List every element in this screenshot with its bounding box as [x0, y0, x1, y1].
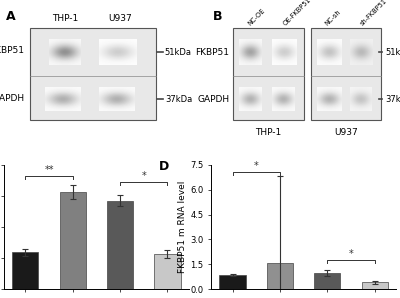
Text: *: * — [142, 171, 146, 181]
Bar — [107, 201, 133, 289]
Text: 51kDa: 51kDa — [165, 48, 192, 57]
FancyBboxPatch shape — [233, 28, 304, 120]
Bar — [220, 275, 246, 289]
FancyBboxPatch shape — [311, 28, 381, 120]
Text: NC-sh: NC-sh — [324, 9, 342, 27]
Text: GAPDH: GAPDH — [0, 94, 24, 103]
Text: FKBP51: FKBP51 — [0, 46, 24, 55]
Text: A: A — [6, 10, 16, 23]
Text: U937: U937 — [108, 14, 132, 23]
Text: B: B — [213, 10, 222, 23]
Text: 51kDa: 51kDa — [385, 48, 400, 57]
Text: U937: U937 — [334, 128, 358, 137]
Text: *: * — [348, 249, 353, 260]
Y-axis label: FKBP51 m RNA level: FKBP51 m RNA level — [178, 181, 188, 273]
Text: FKBP51: FKBP51 — [196, 48, 230, 57]
Text: OE-FKBP51: OE-FKBP51 — [282, 0, 312, 27]
Text: sh-FKBP51: sh-FKBP51 — [359, 0, 388, 27]
Bar — [314, 273, 340, 289]
Text: D: D — [159, 160, 170, 173]
FancyBboxPatch shape — [30, 28, 156, 120]
Text: *: * — [254, 161, 258, 171]
Bar — [12, 252, 38, 289]
Bar — [60, 192, 86, 289]
Text: **: ** — [44, 165, 54, 175]
Bar — [267, 263, 293, 289]
Text: THP-1: THP-1 — [255, 128, 282, 137]
Text: 37kDa: 37kDa — [165, 94, 192, 104]
Bar — [362, 282, 388, 289]
Text: NC-OE: NC-OE — [247, 8, 266, 27]
Text: GAPDH: GAPDH — [198, 94, 230, 104]
Text: THP-1: THP-1 — [52, 14, 78, 23]
Text: 37kDa: 37kDa — [385, 94, 400, 104]
Bar — [154, 254, 180, 289]
